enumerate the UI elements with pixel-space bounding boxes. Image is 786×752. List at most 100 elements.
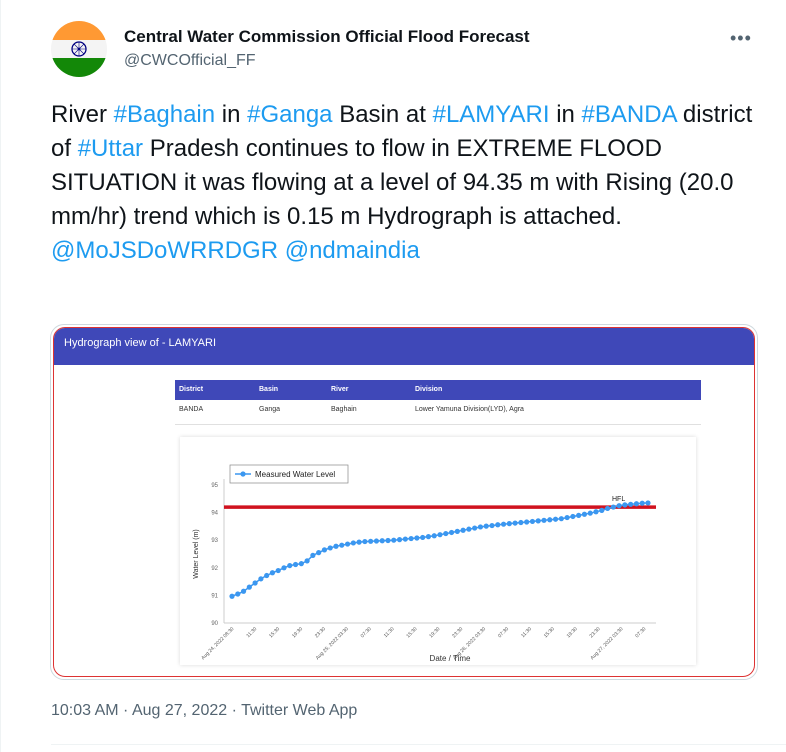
hfl-label: HFL [612,496,625,503]
hashtag-ganga[interactable]: #Ganga [247,101,333,128]
hashtag-lamyari[interactable]: #LAMYARI [432,101,550,128]
data-point [304,558,310,564]
cell-district: BANDA [179,406,204,413]
data-point [604,505,611,512]
legend-marker [240,471,246,477]
meta-separator: · [227,702,242,719]
tweet-text-segment: Pradesh continues to flow in EXTREME FLO… [51,135,734,230]
col-header-river: River [331,386,349,393]
data-point [547,517,553,523]
tweet-text: River #Baghain in #Ganga Basin at #LAMYA… [51,98,761,268]
data-point [541,517,547,523]
hydrograph-chart: 90 91 92 93 94 95 Water Level (m) Date / Time Au… [180,437,696,665]
data-point [431,533,437,539]
data-point [425,534,432,540]
data-point [333,543,339,549]
x-tick-label: 23:30 [314,626,327,639]
tweet-date[interactable]: Aug 27, 2022 [131,702,228,719]
data-point [639,500,645,506]
data-point [269,570,276,576]
cell-river: Baghain [331,406,357,413]
tweet-text-segment: in [549,101,582,128]
data-point [518,519,524,526]
data-point [379,538,385,544]
data-point [581,511,588,517]
mention-ndmaindia[interactable]: @ndmaindia [284,237,420,264]
tweet-text-segment [278,237,285,264]
data-point [512,520,518,526]
x-tick-label: 11:30 [383,626,396,639]
data-point [495,522,501,528]
tweet-author: Central Water Commission Official Flood … [124,27,530,71]
y-tick-label: 95 [211,483,218,489]
data-point [506,521,512,527]
data-point [535,518,541,524]
data-point [240,588,247,594]
tweet-source[interactable]: Twitter Web App [241,702,358,719]
series-line [231,502,649,597]
data-point [564,514,570,521]
hashtag-uttar[interactable]: #Uttar [77,135,144,162]
mention-mojsdowrrdgr[interactable]: @MoJSDoWRRDGR [51,237,279,264]
data-point [310,552,316,558]
y-tick-label: 91 [211,593,218,599]
x-tick-label: 19:30 [428,626,441,639]
data-point [414,535,420,541]
data-point [599,507,605,513]
data-point [489,522,495,529]
tweet-text-segment: district of [51,101,753,162]
data-point [500,521,507,527]
avatar[interactable] [51,21,107,77]
x-tick-label: 19:30 [291,626,304,639]
author-name[interactable]: Central Water Commission Official Flood … [124,27,530,46]
data-point [368,538,374,544]
tweet-time[interactable]: 10:03 AM [51,702,119,719]
data-point [292,561,299,568]
tweet-meta: 10:03 AM · Aug 27, 2022 · Twitter Web Ap… [51,702,357,720]
hashtag-banda[interactable]: #BANDA [581,101,677,128]
cell-basin: Ganga [259,406,281,413]
data-point [610,504,616,510]
data-point [552,516,559,522]
data-point [529,518,536,525]
tweet-text-segment: River [51,101,114,128]
x-tick-label: 23:30 [451,626,464,639]
data-point [252,580,258,586]
x-tick-label: 07:30 [360,626,373,639]
hashtag-baghain[interactable]: #Baghain [113,101,216,128]
meta-separator: · [118,702,132,719]
data-point [622,502,628,508]
data-point [483,523,489,529]
data-point [402,536,408,542]
data-point [246,584,252,590]
data-point [298,561,304,567]
data-point [281,565,287,571]
data-point [633,501,640,507]
x-tick-label: 15:30 [268,626,281,639]
data-point [524,519,530,525]
data-point [408,535,414,542]
author-handle[interactable]: @CWCOfficial_FF [124,52,256,69]
y-tick-label: 93 [211,538,218,544]
data-point [466,526,472,532]
more-options-icon[interactable]: ••• [730,28,752,48]
data-point [350,540,356,546]
data-point [316,550,322,556]
data-point [460,527,466,533]
data-point [373,538,380,544]
data-point [443,530,449,537]
hydrograph-panel: Hydrograph view of - LAMYARI District Ba… [53,327,755,677]
divider [51,744,786,745]
data-point [229,593,235,599]
hydrograph-header: Hydrograph view of - LAMYARI [54,328,754,365]
y-tick-label: 92 [211,566,218,572]
col-header-district: District [179,386,204,393]
data-point [321,547,328,553]
tweet-media-image[interactable]: Hydrograph view of - LAMYARI District Ba… [50,324,758,680]
x-tick-label: 11:30 [520,626,533,639]
data-point [587,510,593,516]
data-point [264,572,270,579]
timeline-border [0,0,1,752]
col-header-division: Division [415,386,443,393]
legend-box [229,464,349,484]
